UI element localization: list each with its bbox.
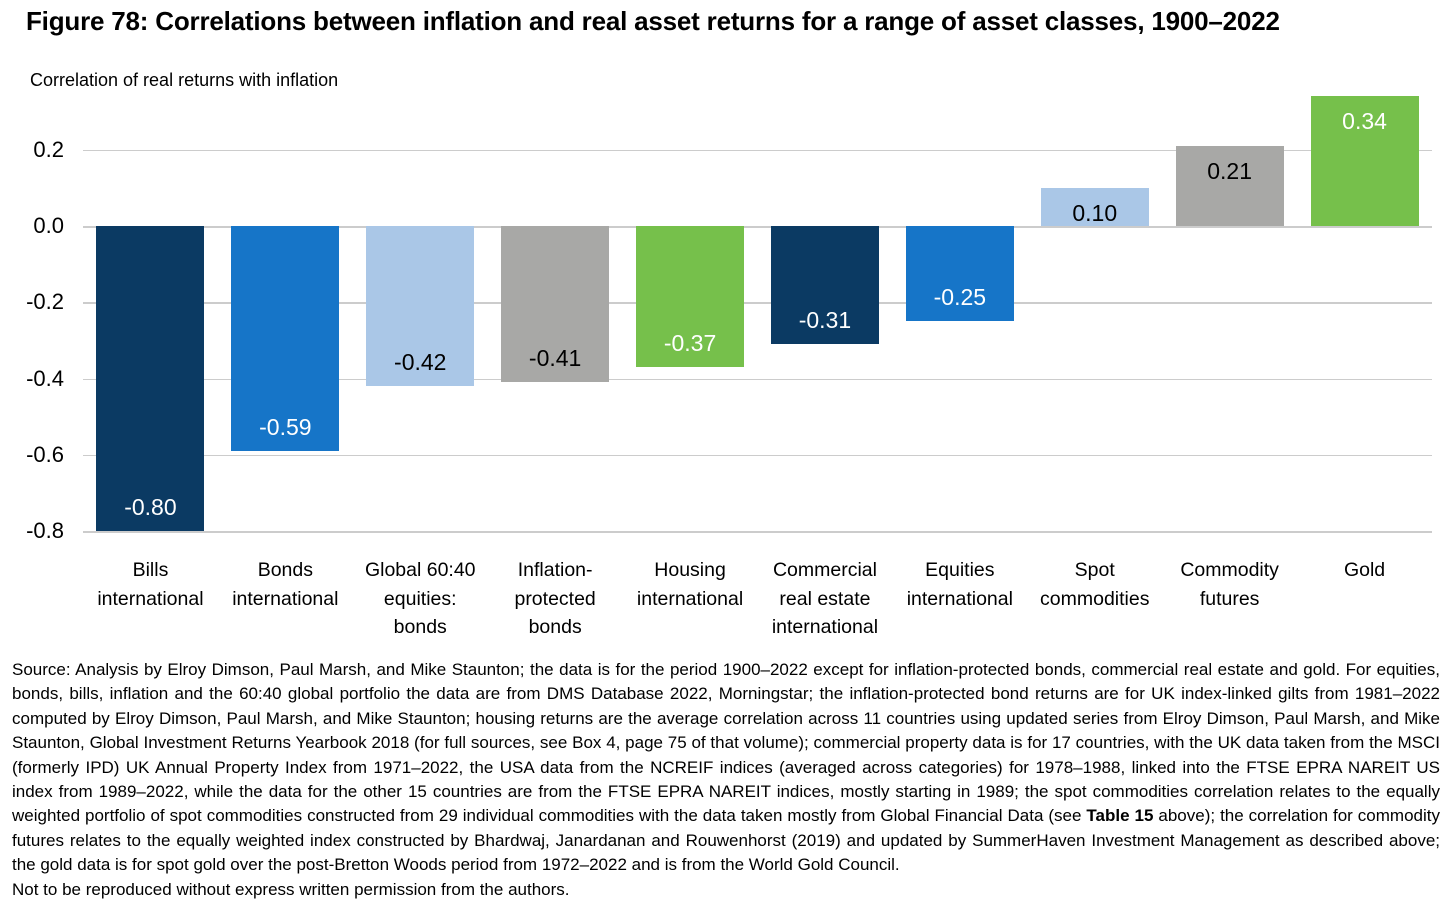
source-text: above); the correlation for commodity fu… — [12, 806, 1440, 875]
bar-bills-international — [96, 226, 205, 532]
y-tick-label: -0.8 — [26, 518, 64, 544]
bar-commercial-real-estate-international — [770, 226, 879, 345]
category-label: Housing international — [636, 559, 744, 610]
gridline — [83, 302, 1432, 304]
y-tick-label: -0.2 — [26, 289, 64, 315]
bar-equities-international — [905, 226, 1014, 322]
bar-value-label: -0.31 — [798, 307, 852, 334]
bar-value-label: 0.10 — [1072, 199, 1118, 226]
source-bold-ref: Table 15 — [1086, 806, 1154, 826]
gridline — [83, 454, 1432, 457]
gridline — [83, 378, 1432, 381]
source-note: Source: Analysis by Elroy Dimson, Paul M… — [12, 658, 1440, 878]
category-label: Inflation- protected bonds — [514, 559, 596, 638]
category-label: Bills international — [97, 559, 204, 610]
bar-value-label: -0.25 — [933, 284, 987, 311]
gridline — [83, 226, 1432, 228]
bar-global-60-40-equities-bonds — [366, 226, 475, 387]
y-tick-label: 0.0 — [33, 213, 64, 238]
bar-value-label: 0.21 — [1207, 157, 1253, 184]
bar-chart-plot-area: 0.2 0.0 -0.2 -0.4 -0.6 -0.8 -0.80 Bills interna… — [26, 96, 1432, 638]
bar-commodity-futures — [1175, 145, 1284, 226]
category-label: Commodity futures — [1180, 559, 1279, 610]
bar-bonds-international — [231, 226, 340, 452]
category-label: Equities international — [906, 559, 1013, 610]
category-label: Spot commodities — [1040, 559, 1150, 610]
gridline — [83, 531, 1432, 533]
bar-housing-international — [636, 226, 745, 368]
bar-value-label: -0.59 — [259, 414, 312, 441]
bar-value-label: -0.80 — [124, 494, 177, 521]
bar-gold — [1310, 96, 1419, 226]
gridline — [83, 149, 1432, 152]
y-tick-label: -0.6 — [26, 441, 64, 467]
category-label: Gold — [1343, 559, 1386, 581]
figure-title: Figure 78: Correlations between inflatio… — [26, 6, 1280, 36]
figure-footer: Source: Analysis by Elroy Dimson, Paul M… — [12, 658, 1440, 902]
bar-value-label: -0.42 — [394, 349, 447, 376]
bar-value-label: -0.37 — [663, 330, 717, 357]
bar-spot-commodities — [1040, 187, 1149, 226]
category-label: Global 60:40 equities: bonds — [364, 559, 476, 638]
y-tick-label: 0.2 — [33, 136, 64, 162]
y-tick-label: -0.4 — [26, 365, 64, 391]
source-text: Source: Analysis by Elroy Dimson, Paul M… — [12, 660, 1440, 826]
category-label: Bonds international — [232, 559, 339, 610]
category-label: Commercial real estate international — [771, 559, 879, 638]
bar-value-label: 0.34 — [1342, 108, 1387, 135]
bar-inflation-protected-bonds — [501, 226, 610, 383]
copyright-notice: Not to be reproduced without express wri… — [12, 879, 570, 899]
y-axis-title: Correlation of real returns with inflati… — [30, 70, 339, 90]
bar-value-label: -0.41 — [528, 345, 582, 372]
